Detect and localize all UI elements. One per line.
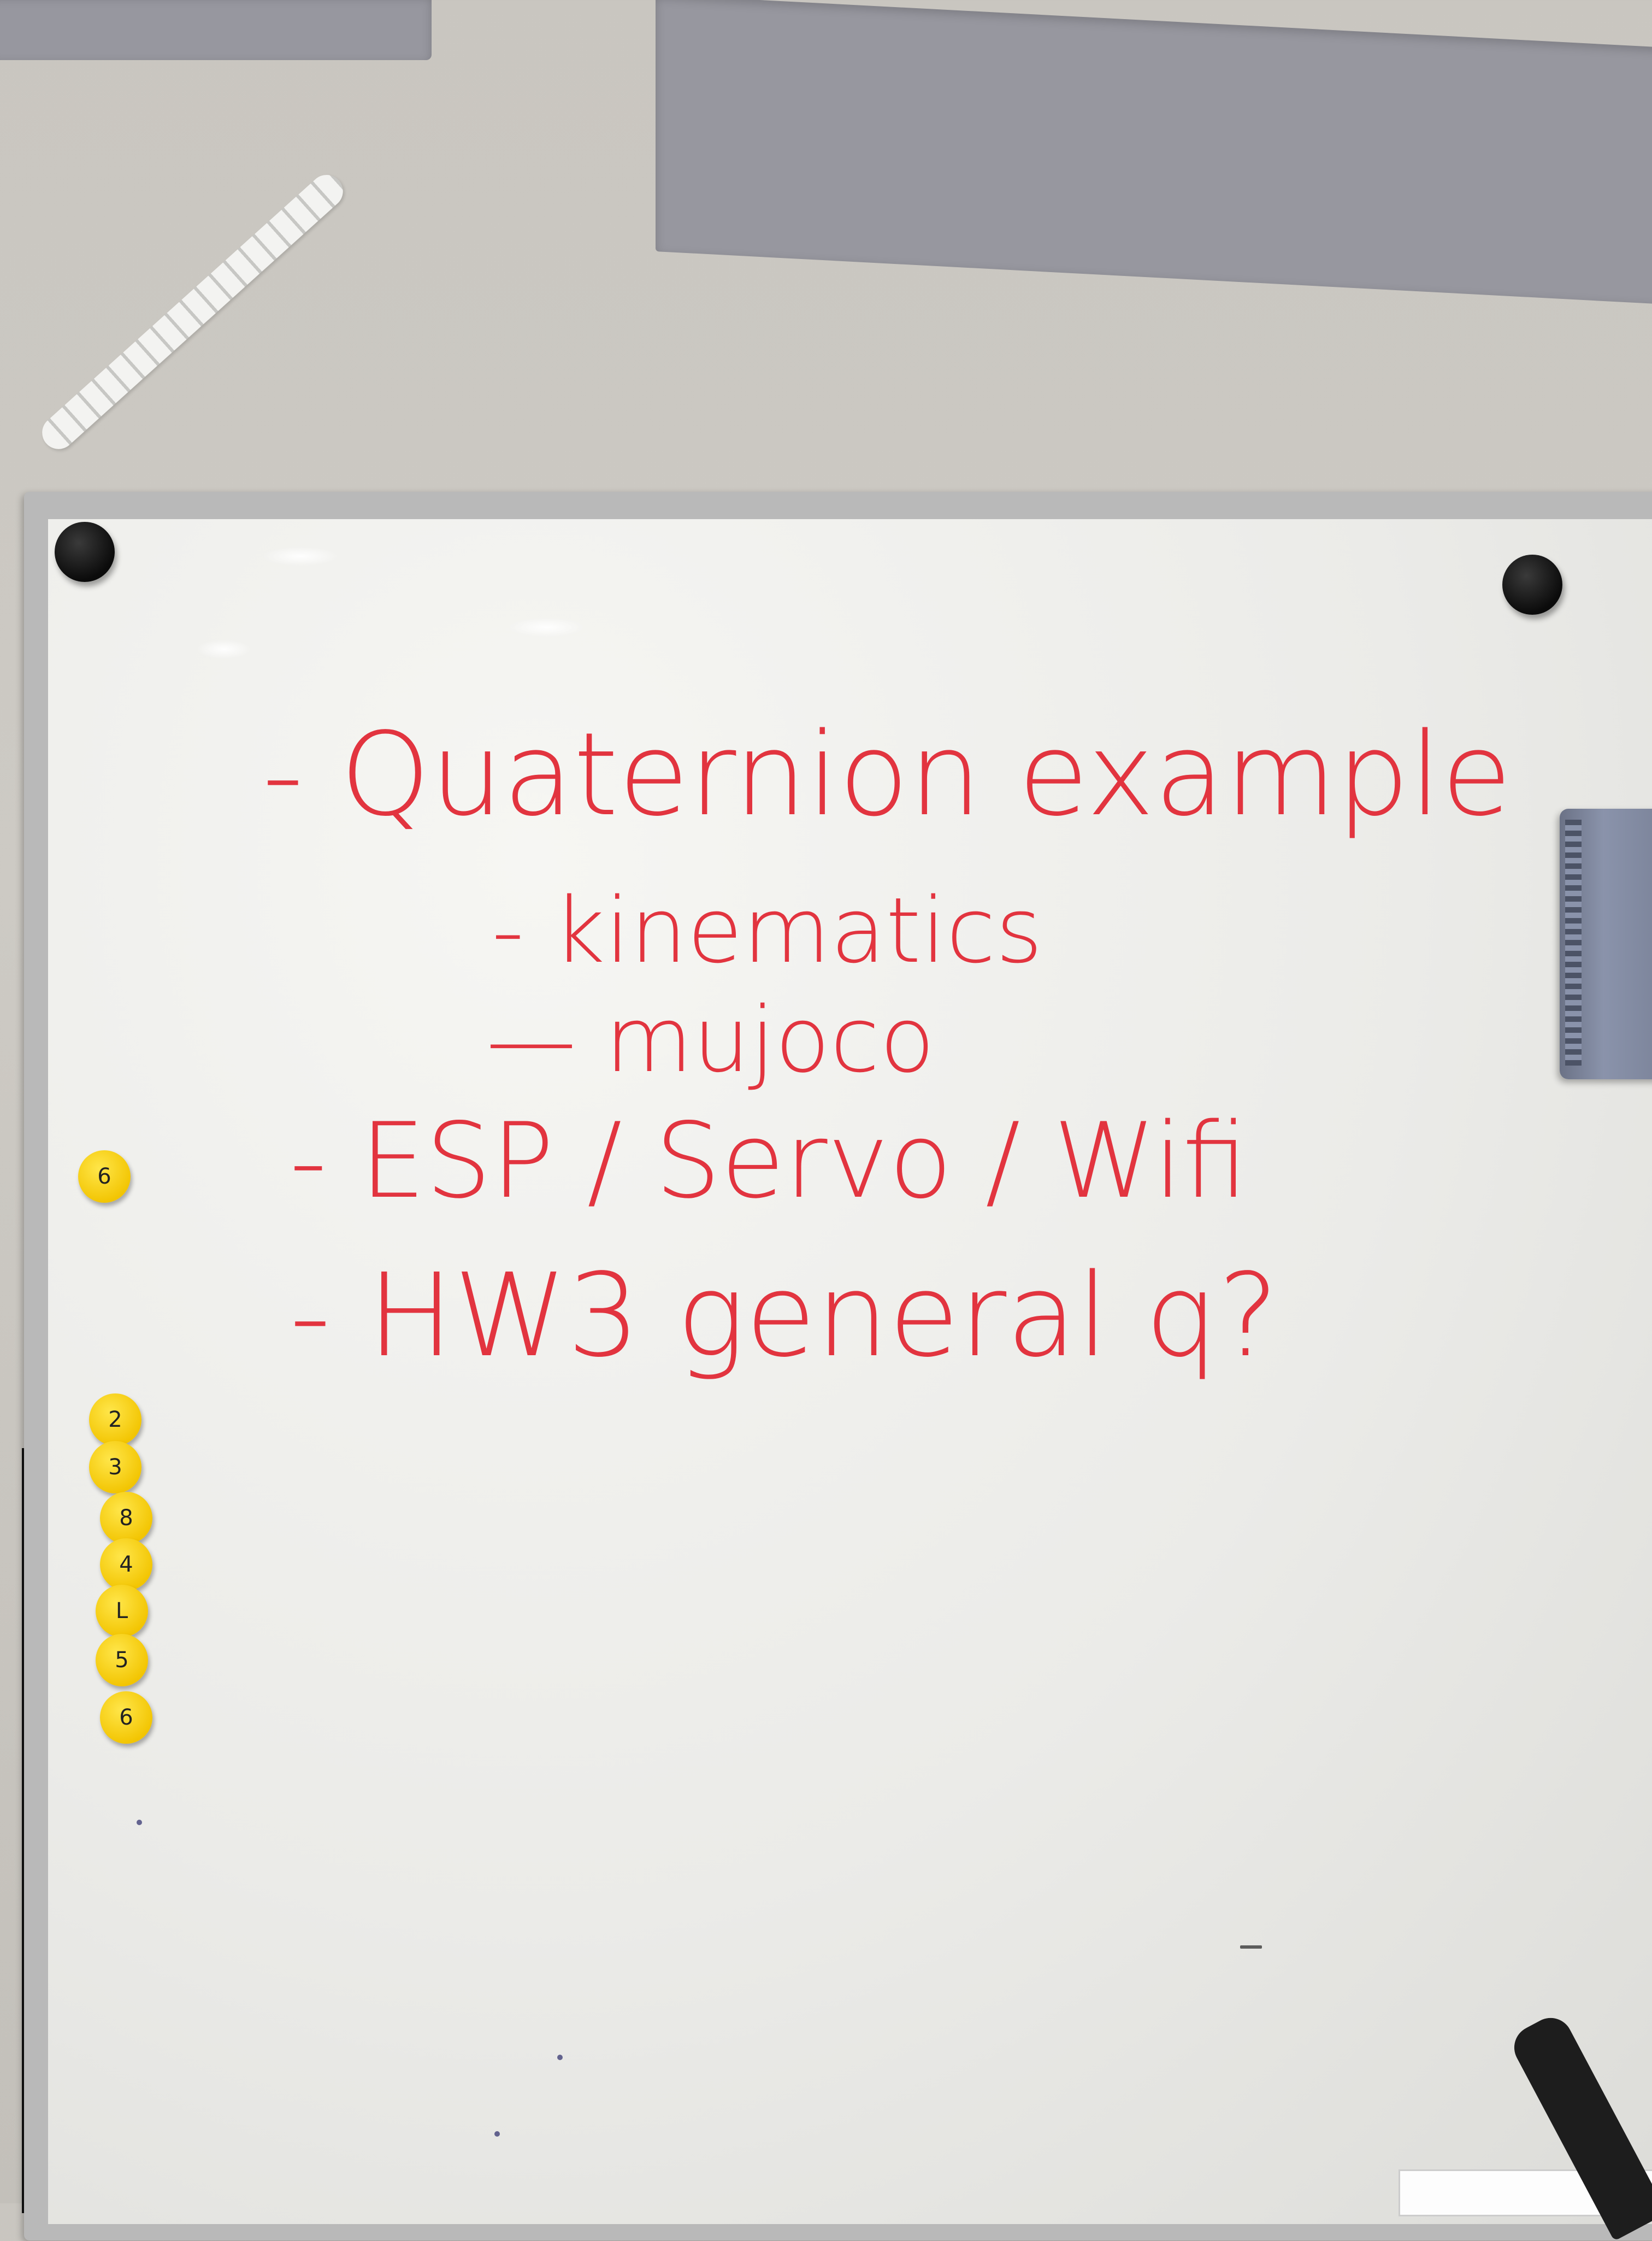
magnet-label: 4 bbox=[119, 1552, 133, 1577]
acoustic-panel-right bbox=[656, 0, 1652, 305]
yellow-number-magnet: 6 bbox=[100, 1691, 152, 1744]
whiteboard-eraser bbox=[1560, 809, 1652, 1079]
ceiling-light-reflection bbox=[197, 639, 251, 659]
yellow-number-magnet: L bbox=[96, 1585, 148, 1637]
magnet-label: 8 bbox=[119, 1505, 133, 1531]
magnet-label: 2 bbox=[108, 1407, 122, 1432]
yellow-number-magnet: 3 bbox=[89, 1441, 141, 1493]
yellow-number-magnet: 2 bbox=[89, 1393, 141, 1446]
yellow-number-magnet: 4 bbox=[100, 1538, 152, 1591]
spiral-cable bbox=[35, 168, 350, 456]
ceiling-light-reflection bbox=[508, 617, 585, 637]
magnet-label: 3 bbox=[108, 1455, 122, 1480]
acoustic-panel-left bbox=[0, 0, 432, 60]
magnet-label: 5 bbox=[115, 1648, 129, 1673]
marker-speck bbox=[494, 2131, 500, 2137]
marker-speck bbox=[1240, 1945, 1262, 1949]
ceiling-light-reflection bbox=[262, 546, 339, 566]
marker-speck bbox=[557, 2055, 563, 2060]
marker-speck bbox=[137, 1820, 142, 1825]
magnet-label: L bbox=[115, 1598, 128, 1624]
eraser-grip bbox=[1565, 820, 1582, 1066]
yellow-number-magnet: 5 bbox=[96, 1634, 148, 1686]
magnet-label: 6 bbox=[119, 1705, 133, 1730]
black-magnet bbox=[55, 522, 115, 582]
yellow-number-magnet: 8 bbox=[100, 1492, 152, 1544]
black-magnet bbox=[1502, 555, 1562, 615]
yellow-number-magnet: 6 bbox=[78, 1150, 131, 1203]
magnet-label: 6 bbox=[97, 1164, 111, 1189]
whiteboard-surface bbox=[48, 519, 1652, 2224]
